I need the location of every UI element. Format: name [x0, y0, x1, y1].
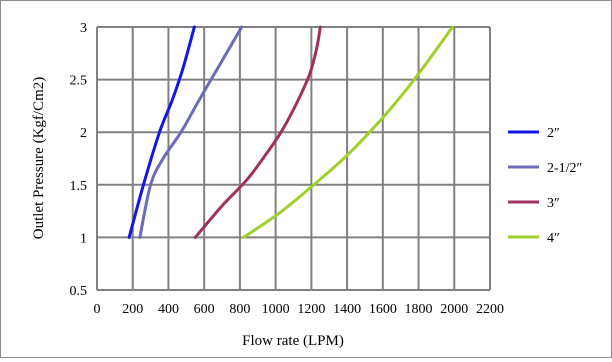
series-line-2 [138, 25, 244, 239]
x-tick-label: 1400 [333, 302, 361, 317]
y-tick-label: 0.5 [70, 284, 88, 299]
y-axis-title: Outlet Pressure (Kgf/Cm2) [31, 77, 47, 239]
legend-label: 4″ [547, 231, 560, 246]
x-tick-label: 400 [158, 302, 179, 317]
x-tick-label: 200 [122, 302, 143, 317]
y-tick-label: 2.5 [70, 74, 88, 89]
x-tick-label: 1200 [297, 302, 325, 317]
legend-label: 2″ [547, 126, 560, 141]
x-tick-label: 1600 [369, 302, 397, 317]
y-tick-label: 2 [80, 126, 87, 141]
x-tick-label: 0 [94, 302, 101, 317]
series-lines [127, 25, 454, 239]
grid [96, 26, 491, 291]
x-tick-label: 1000 [262, 302, 290, 317]
series-line-1 [127, 25, 196, 239]
x-tick-label: 2000 [440, 302, 468, 317]
series-line-3 [193, 25, 322, 239]
legend-label: 3″ [547, 196, 560, 211]
x-axis-title: Flow rate (LPM) [242, 333, 344, 349]
y-tick-label: 1 [80, 231, 87, 246]
plot-area [97, 27, 490, 290]
series-line-4 [241, 25, 454, 239]
x-tick-label: 800 [229, 302, 250, 317]
x-tick-label: 2200 [476, 302, 504, 317]
y-tick-label: 3 [80, 21, 87, 36]
tick-labels: 0 200 400 600 800 1000 1200 1400 1600 1800 2000 220… [70, 21, 505, 317]
legend-label: 2-1/2″ [547, 161, 583, 176]
legend: 2″ 2-1/2″ 3″ 4″ [508, 126, 583, 246]
x-tick-label: 600 [194, 302, 215, 317]
x-tick-label: 1800 [405, 302, 433, 317]
y-tick-label: 1.5 [70, 179, 88, 194]
